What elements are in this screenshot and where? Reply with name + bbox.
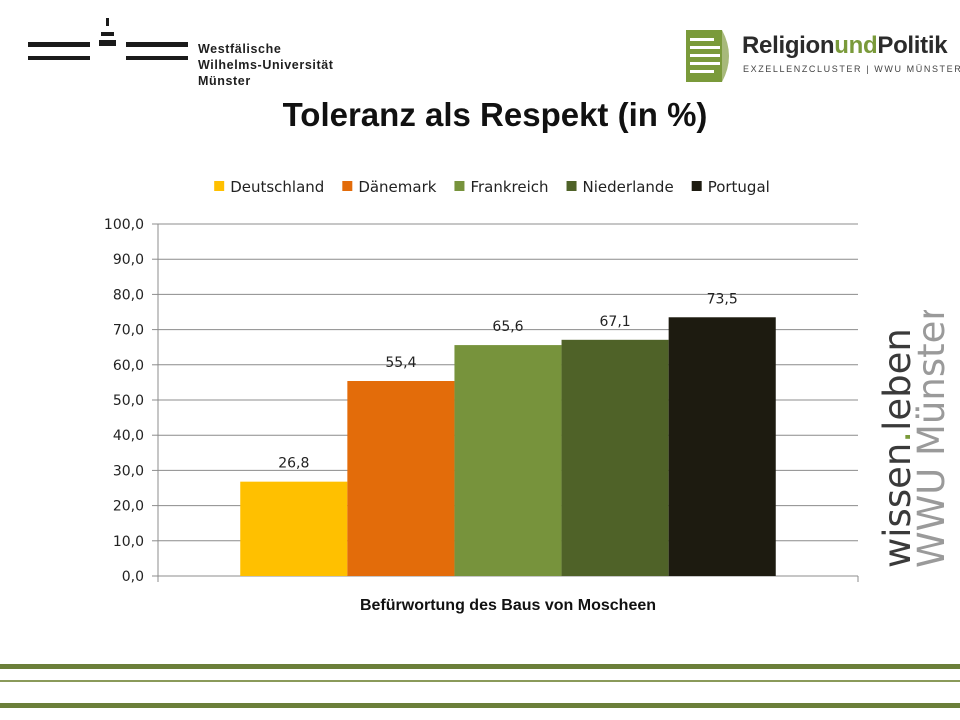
legend-item-niederlande: Niederlande (566, 178, 674, 196)
y-tick-label: 20,0 (113, 499, 144, 515)
rup-name-part-3: Politik (877, 32, 948, 59)
legend-swatch (342, 181, 353, 191)
data-label-niederlande: 67,1 (600, 314, 631, 330)
data-label-frankreich: 65,6 (492, 319, 523, 335)
rup-subtitle: EXZELLENZCLUSTER | WWU MÜNSTER (743, 64, 960, 74)
y-tick-label: 30,0 (113, 463, 144, 479)
y-tick-label: 60,0 (113, 358, 144, 374)
x-axis-label: Befürwortung des Baus von Moscheen (360, 597, 656, 614)
bar-frankreich (454, 345, 562, 576)
brand-line-2: WWU Münster (910, 310, 953, 568)
rup-name-part-2: und (834, 32, 878, 59)
y-axis-ticks: 0,0 10,0 20,0 30,0 40,0 50,0 60,0 70,0 80,0 90,0 1… (104, 217, 144, 585)
legend-label: Frankreich (470, 178, 548, 196)
chart-legend: Deutschland Dänemark Frankreich Niederlande… (214, 178, 770, 196)
data-label-dänemark: 55,4 (385, 355, 416, 371)
bar-dänemark (347, 380, 455, 576)
y-tick-label: 50,0 (113, 393, 144, 409)
y-tick-label: 100,0 (104, 217, 144, 233)
legend-label: Niederlande (583, 178, 674, 196)
y-tick-label: 40,0 (113, 428, 144, 444)
legend-item-frankreich: Frankreich (454, 178, 549, 196)
footer-rule-1 (0, 664, 960, 669)
legend-swatch (214, 181, 225, 191)
data-label-portugal: 73,5 (707, 291, 738, 307)
legend-item-dänemark: Dänemark (342, 178, 437, 196)
chart-bars (240, 317, 776, 576)
y-tick-label: 90,0 (113, 252, 144, 268)
y-tick-label: 10,0 (113, 534, 144, 550)
y-tick-label: 70,0 (113, 323, 144, 339)
y-tick-label: 0,0 (122, 569, 144, 585)
wwu-logo: Westfälische Wilhelms-Universität Münste… (28, 14, 358, 88)
data-label-deutschland: 26,8 (278, 456, 309, 472)
bar-deutschland (240, 481, 348, 576)
brand-line-1: wissen.leben (880, 328, 919, 568)
bar-portugal (668, 317, 776, 576)
legend-label: Deutschland (230, 178, 324, 196)
rup-emblem-icon (686, 30, 729, 82)
footer-rule-3 (0, 703, 960, 708)
legend-label: Portugal (708, 178, 770, 196)
wwu-line-1: Westfälische (198, 42, 282, 56)
bar-chart: Deutschland Dänemark Frankreich Niederlande… (104, 178, 859, 614)
religion-und-politik-logo: ReligionundPolitik EXZELLENZCLUSTER | WW… (686, 30, 960, 86)
rup-name: ReligionundPolitik (742, 32, 948, 60)
legend-swatch (691, 181, 702, 191)
wwu-line-2: Wilhelms-Universität (198, 58, 334, 72)
rup-name-part-1: Religion (742, 32, 835, 59)
wissen-leben-wwu-muenster-brand: wissen.leben WWU Münster (880, 310, 953, 568)
wwu-emblem-icon (28, 18, 188, 60)
legend-label: Dänemark (358, 178, 436, 196)
wwu-line-3: Münster (198, 74, 251, 88)
legend-swatch (454, 181, 465, 191)
legend-item-portugal: Portugal (691, 178, 770, 196)
y-tick-label: 80,0 (113, 287, 144, 303)
legend-item-deutschland: Deutschland (214, 178, 324, 196)
chart-title: Toleranz als Respekt (in %) (282, 96, 708, 133)
legend-swatch (566, 181, 577, 191)
footer-rule-2 (0, 680, 960, 682)
wwu-name: Westfälische Wilhelms-Universität Münste… (198, 41, 334, 89)
bar-niederlande (561, 339, 669, 576)
data-labels: 26,8 55,4 65,6 67,1 73,5 (278, 291, 738, 471)
